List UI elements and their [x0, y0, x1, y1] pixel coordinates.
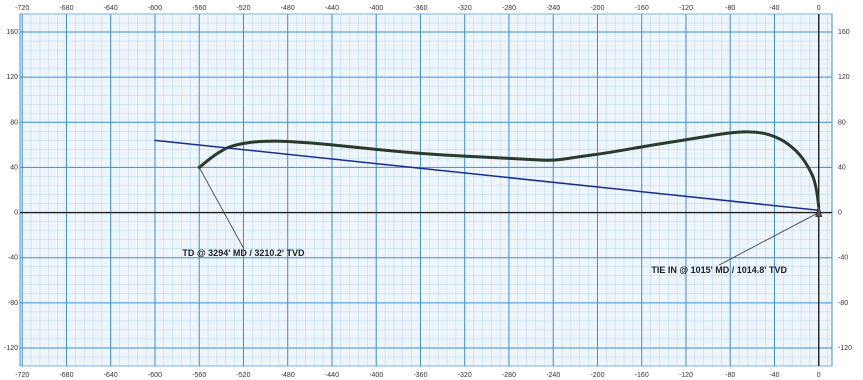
x-tick-label-bottom: -160 [635, 372, 649, 379]
x-tick-label-bottom: -320 [458, 372, 472, 379]
x-tick-label-top: -400 [369, 5, 383, 12]
plot-area [19, 13, 833, 367]
y-tick-label-left: -120 [4, 345, 18, 352]
x-tick-label-bottom: -360 [413, 372, 427, 379]
x-tick-label-bottom: -480 [281, 372, 295, 379]
x-tick-label-bottom: -120 [679, 372, 693, 379]
y-tick-label-right: -40 [838, 255, 848, 262]
annotation-leader-line [718, 212, 819, 266]
x-tick-label-bottom: -240 [546, 372, 560, 379]
x-tick-label-top: -480 [281, 5, 295, 12]
x-tick-label-top: -680 [59, 5, 73, 12]
y-tick-label-left: 120 [6, 74, 18, 81]
x-tick-label-bottom: -40 [769, 372, 779, 379]
x-tick-label-bottom: -280 [502, 372, 516, 379]
x-tick-label-top: -200 [590, 5, 604, 12]
x-tick-label-bottom: 0 [817, 372, 821, 379]
x-tick-label-top: -40 [769, 5, 779, 12]
x-tick-label-top: -80 [725, 5, 735, 12]
x-tick-label-top: -360 [413, 5, 427, 12]
y-tick-label-left: -40 [8, 255, 18, 262]
x-tick-label-top: -440 [325, 5, 339, 12]
x-tick-label-top: -640 [104, 5, 118, 12]
x-tick-label-top: -280 [502, 5, 516, 12]
y-tick-label-right: 40 [838, 164, 846, 171]
x-tick-label-bottom: -560 [192, 372, 206, 379]
x-tick-label-top: -720 [15, 5, 29, 12]
y-tick-label-right: 160 [838, 29, 850, 36]
annotation-label: TIE IN @ 1015' MD / 1014.8' TVD [651, 265, 787, 275]
x-tick-label-bottom: -440 [325, 372, 339, 379]
x-tick-label-bottom: -80 [725, 372, 735, 379]
y-tick-label-right: 120 [838, 74, 850, 81]
x-tick-label-bottom: -520 [236, 372, 250, 379]
y-tick-label-left: 80 [10, 119, 18, 126]
vertical-section-line-series [154, 139, 820, 212]
x-tick-label-bottom: -720 [15, 372, 29, 379]
x-tick-label-top: -240 [546, 5, 560, 12]
x-tick-label-bottom: -680 [59, 372, 73, 379]
y-tick-label-left: -80 [8, 300, 18, 307]
x-tick-label-top: -320 [458, 5, 472, 12]
y-tick-label-right: 80 [838, 119, 846, 126]
x-tick-label-bottom: -400 [369, 372, 383, 379]
y-tick-label-left: 160 [6, 29, 18, 36]
x-tick-label-top: -120 [679, 5, 693, 12]
x-tick-label-top: -160 [635, 5, 649, 12]
y-tick-label-right: 0 [838, 210, 842, 217]
x-tick-label-bottom: -640 [104, 372, 118, 379]
y-tick-label-left: 40 [10, 164, 18, 171]
annotation-label: TD @ 3294' MD / 3210.2' TVD [182, 248, 305, 258]
x-tick-label-top: 0 [817, 5, 821, 12]
y-tick-label-right: -120 [838, 345, 852, 352]
x-tick-label-top: -600 [148, 5, 162, 12]
wellbore-path-series [197, 130, 821, 209]
annotation-leader-line [198, 167, 244, 249]
y-tick-label-left: 0 [14, 210, 18, 217]
x-tick-label-bottom: -600 [148, 372, 162, 379]
y-tick-label-right: -80 [838, 300, 848, 307]
x-tick-label-top: -520 [236, 5, 250, 12]
x-tick-label-bottom: -200 [590, 372, 604, 379]
x-tick-label-top: -560 [192, 5, 206, 12]
